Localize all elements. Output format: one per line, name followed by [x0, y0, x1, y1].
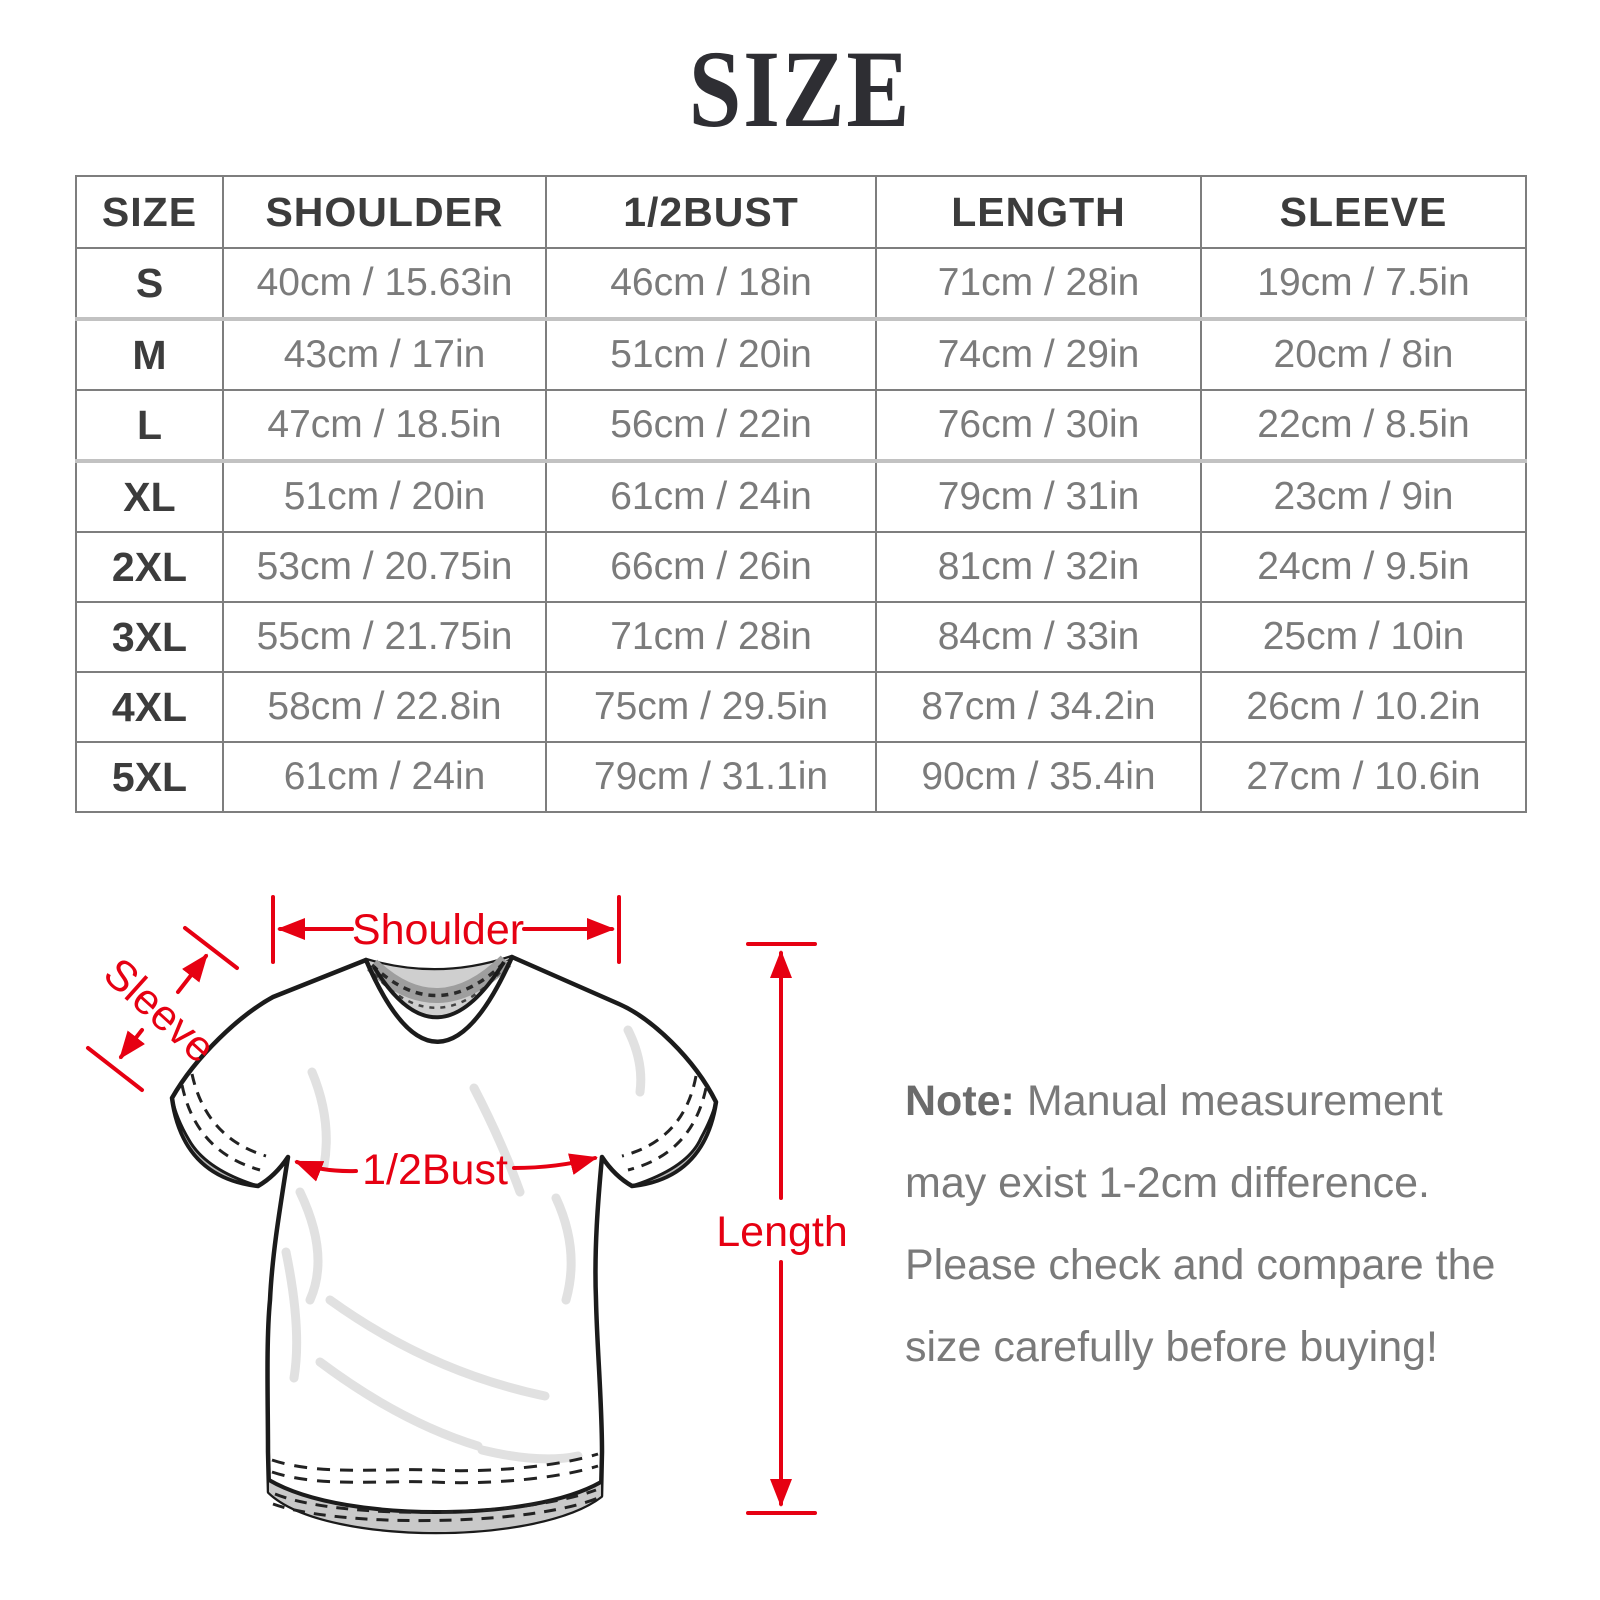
bust-value: 79cm / 31.1in — [545, 741, 877, 813]
table-row: XL 51cm / 20in 61cm / 24in 79cm / 31in 2… — [75, 460, 1527, 533]
length-value: 87cm / 34.2in — [875, 671, 1202, 743]
table-row: 5XL 61cm / 24in 79cm / 31.1in 90cm / 35.… — [75, 741, 1527, 813]
column-header-size: SIZE — [75, 175, 224, 249]
table-row: M 43cm / 17in 51cm / 20in 74cm / 29in 20… — [75, 318, 1527, 391]
bust-arrow-left — [294, 1160, 358, 1182]
size-label: 2XL — [75, 531, 224, 603]
left-cuff — [170, 1073, 267, 1188]
shoulder-value: 55cm / 21.75in — [222, 601, 547, 673]
length-value: 90cm / 35.4in — [875, 741, 1202, 813]
sleeve-upper-tick — [183, 926, 239, 970]
size-label: M — [75, 318, 224, 391]
sleeve-arrow-up — [176, 953, 208, 994]
length-value: 79cm / 31in — [875, 460, 1202, 533]
sleeve-value: 24cm / 9.5in — [1200, 531, 1527, 603]
sleeve-value: 20cm / 8in — [1200, 318, 1527, 391]
sleeve-value: 23cm / 9in — [1200, 460, 1527, 533]
size-label: 3XL — [75, 601, 224, 673]
length-value: 76cm / 30in — [875, 389, 1202, 463]
length-label: Length — [716, 1208, 848, 1256]
column-header-length: LENGTH — [875, 175, 1202, 249]
size-label: S — [75, 247, 224, 321]
sleeve-value: 27cm / 10.6in — [1200, 741, 1527, 813]
shoulder-value: 53cm / 20.75in — [222, 531, 547, 603]
bust-arrow-right — [512, 1153, 598, 1175]
sleeve-value: 22cm / 8.5in — [1200, 389, 1527, 463]
shoulder-value: 40cm / 15.63in — [222, 247, 547, 321]
bust-value: 51cm / 20in — [545, 318, 877, 391]
sleeve-label: Sleeve — [94, 949, 224, 1073]
bust-value: 71cm / 28in — [545, 601, 877, 673]
sleeve-arrow-down — [119, 1028, 146, 1060]
table-row: S 40cm / 15.63in 46cm / 18in 71cm / 28in… — [75, 247, 1527, 321]
right-cuff — [621, 1075, 718, 1188]
size-label: XL — [75, 460, 224, 533]
sleeve-lower-tick — [86, 1046, 144, 1092]
note-label: Note: — [905, 1077, 1015, 1125]
tshirt-outline-drawing — [169, 954, 719, 1535]
length-value: 81cm / 32in — [875, 531, 1202, 603]
shoulder-value: 43cm / 17in — [222, 318, 547, 391]
measurement-annotations — [86, 895, 817, 1515]
bust-value: 75cm / 29.5in — [545, 671, 877, 743]
table-header-row: SIZE SHOULDER 1/2BUST LENGTH SLEEVE — [75, 175, 1527, 249]
bust-value: 61cm / 24in — [545, 460, 877, 533]
table-row: 2XL 53cm / 20.75in 66cm / 26in 81cm / 32… — [75, 531, 1527, 603]
length-value: 84cm / 33in — [875, 601, 1202, 673]
bust-value: 56cm / 22in — [545, 389, 877, 463]
hem — [267, 1452, 602, 1532]
size-table: SIZE SHOULDER 1/2BUST LENGTH SLEEVE S 40… — [75, 175, 1527, 813]
table-row: 3XL 55cm / 21.75in 71cm / 28in 84cm / 33… — [75, 601, 1527, 673]
shoulder-value: 51cm / 20in — [222, 460, 547, 533]
bust-label: 1/2Bust — [362, 1146, 508, 1194]
length-value: 71cm / 28in — [875, 247, 1202, 321]
table-row: L 47cm / 18.5in 56cm / 22in 76cm / 30in … — [75, 389, 1527, 463]
size-label: L — [75, 389, 224, 463]
table-row: 4XL 58cm / 22.8in 75cm / 29.5in 87cm / 3… — [75, 671, 1527, 743]
page-title: SIZE — [688, 28, 912, 150]
collar — [363, 954, 515, 1044]
fabric-wrinkles — [281, 1025, 646, 1464]
column-header-bust: 1/2BUST — [545, 175, 877, 249]
column-header-sleeve: SLEEVE — [1200, 175, 1527, 249]
shoulder-value: 58cm / 22.8in — [222, 671, 547, 743]
shoulder-value: 61cm / 24in — [222, 741, 547, 813]
sleeve-value: 19cm / 7.5in — [1200, 247, 1527, 321]
column-header-shoulder: SHOULDER — [222, 175, 547, 249]
note-block: Note: Manual measurement may exist 1-2cm … — [905, 1060, 1523, 1388]
note-text: Manual measurement may exist 1-2cm diffe… — [905, 1077, 1496, 1371]
bust-value: 46cm / 18in — [545, 247, 877, 321]
size-label: 5XL — [75, 741, 224, 813]
bust-value: 66cm / 26in — [545, 531, 877, 603]
size-label: 4XL — [75, 671, 224, 743]
shoulder-label: Shoulder — [352, 906, 524, 954]
shoulder-value: 47cm / 18.5in — [222, 389, 547, 463]
sleeve-value: 26cm / 10.2in — [1200, 671, 1527, 743]
sleeve-value: 25cm / 10in — [1200, 601, 1527, 673]
length-value: 74cm / 29in — [875, 318, 1202, 391]
